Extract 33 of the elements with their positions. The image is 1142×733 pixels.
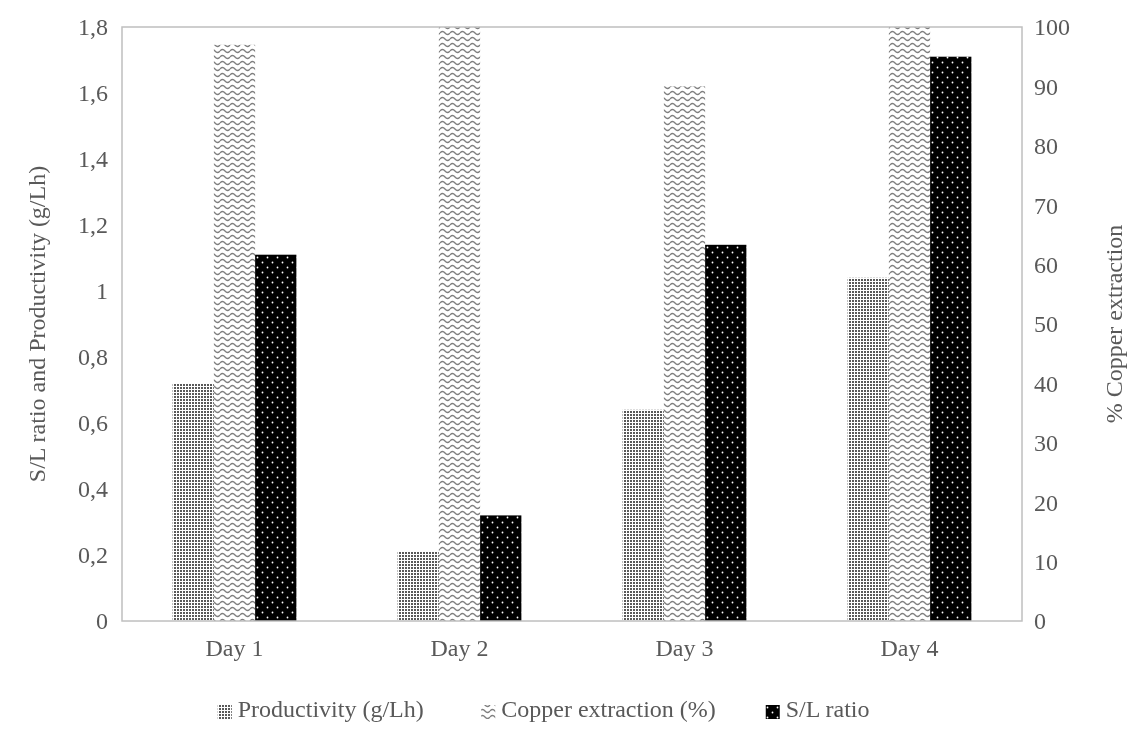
y-tick-label: 1,2 — [78, 212, 108, 239]
y2-axis-title: % Copper extraction — [1101, 224, 1127, 424]
y-tick-label: 0,6 — [78, 410, 108, 437]
bar — [438, 27, 481, 621]
y2-tick-label: 80 — [1034, 133, 1058, 160]
y-tick-label: 1 — [96, 278, 108, 305]
y-tick-label: 0,8 — [78, 344, 108, 371]
legend-label: Copper extraction (%) — [501, 696, 716, 722]
x-tick-label: Day 4 — [880, 635, 939, 661]
y-axis-title: S/L ratio and Productivity (g/Lh) — [24, 165, 50, 483]
legend-label: S/L ratio — [785, 696, 870, 722]
legend-label: Productivity (g/Lh) — [237, 696, 424, 722]
y-tick-label: 1,8 — [78, 14, 108, 41]
y2-tick-label: 50 — [1034, 311, 1058, 338]
x-tick-label: Day 2 — [430, 635, 489, 661]
y2-tick-label: 60 — [1034, 252, 1058, 278]
y2-tick-label: 30 — [1034, 430, 1058, 457]
y2-tick-label: 20 — [1034, 489, 1058, 516]
y2-tick-label: 40 — [1034, 370, 1058, 397]
y2-tick-label: 90 — [1034, 73, 1058, 100]
y2-tick-label: 70 — [1034, 192, 1058, 219]
y2-tick-label: 100 — [1034, 14, 1070, 41]
y-tick-label: 1,4 — [78, 146, 108, 173]
x-tick-label: Day 3 — [655, 635, 714, 661]
y2-tick-label: 10 — [1034, 549, 1058, 575]
y-tick-label: 0,2 — [78, 542, 108, 569]
y-tick-label: 0 — [96, 608, 108, 635]
bar — [397, 551, 439, 621]
x-tick-label: Day 1 — [205, 635, 264, 661]
y-tick-label: 1,6 — [78, 80, 108, 107]
y2-tick-label: 0 — [1034, 608, 1046, 635]
y-tick-label: 0,4 — [78, 476, 108, 503]
bar — [480, 515, 522, 621]
